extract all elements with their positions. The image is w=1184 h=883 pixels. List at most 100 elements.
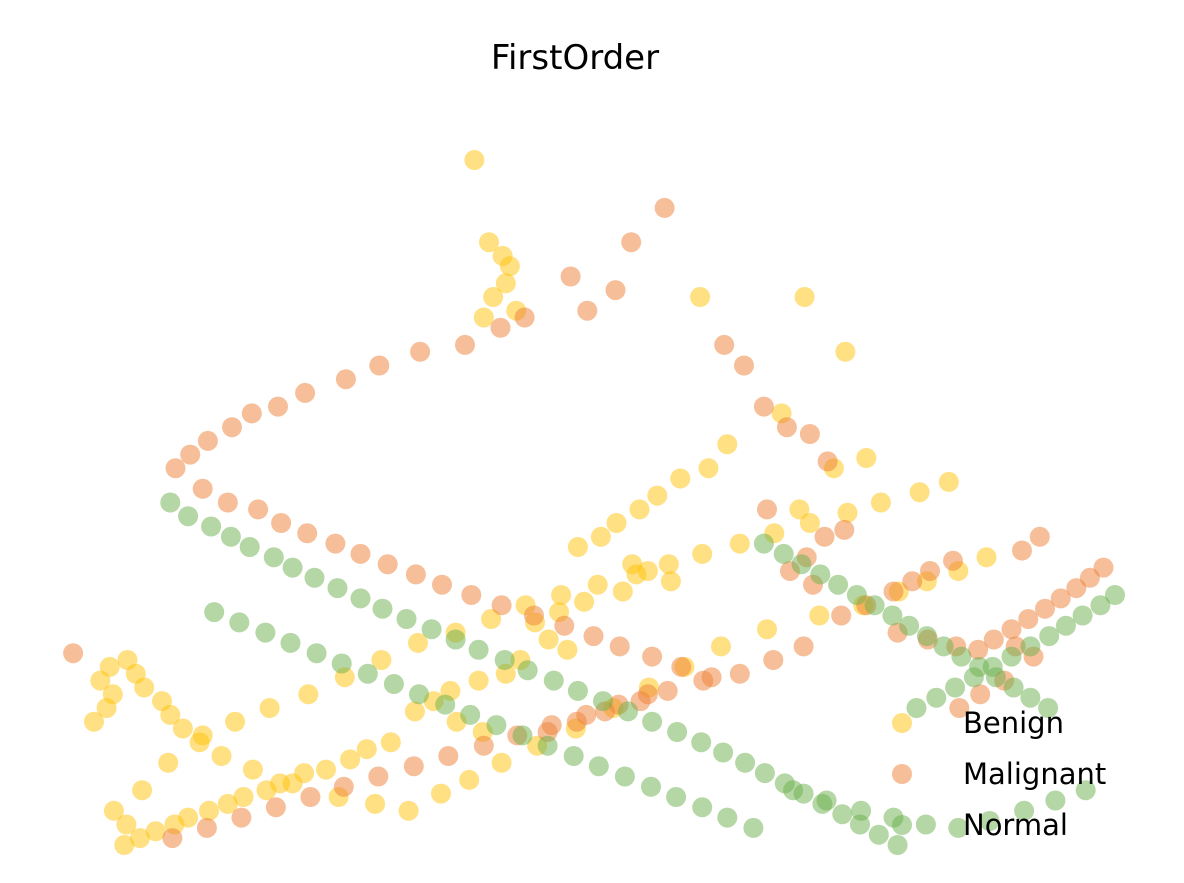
normal-point xyxy=(868,824,889,845)
benign-point xyxy=(134,677,155,698)
normal-point xyxy=(1072,605,1093,626)
normal-point xyxy=(713,742,734,763)
benign-point xyxy=(103,800,124,821)
normal-point xyxy=(1055,615,1076,636)
malignant-point xyxy=(405,564,426,585)
malignant-point xyxy=(325,533,346,554)
normal-point xyxy=(783,780,804,801)
normal-point xyxy=(512,725,533,746)
malignant-point xyxy=(817,451,838,472)
malignant-point xyxy=(983,629,1004,650)
benign-point xyxy=(132,780,153,801)
benign-point xyxy=(468,670,489,691)
malignant-point xyxy=(757,499,777,520)
benign-point xyxy=(217,793,238,814)
normal-point xyxy=(846,585,867,605)
malignant-point xyxy=(920,561,940,581)
benign-point xyxy=(557,639,578,660)
benign-point xyxy=(626,564,647,585)
normal-point xyxy=(1045,790,1066,811)
normal-point xyxy=(421,619,442,640)
malignant-point xyxy=(1012,540,1032,561)
malignant-point xyxy=(1093,557,1114,578)
benign-point xyxy=(298,684,319,705)
normal-point xyxy=(588,756,609,777)
normal-point xyxy=(563,746,584,766)
malignant-point xyxy=(231,807,252,828)
benign-point xyxy=(145,821,166,842)
benign-point xyxy=(670,468,691,489)
normal-point xyxy=(832,804,853,825)
benign-point xyxy=(211,746,232,766)
normal-point xyxy=(327,578,348,599)
malignant-point xyxy=(902,571,923,592)
benign-point xyxy=(717,434,738,455)
benign-point xyxy=(316,759,336,780)
normal-point xyxy=(735,752,756,773)
normal-point xyxy=(933,636,954,657)
malignant-point xyxy=(1035,598,1055,619)
normal-point xyxy=(255,622,276,643)
normal-point xyxy=(945,677,966,698)
benign-point xyxy=(711,636,731,657)
normal-point xyxy=(666,787,687,807)
benign-point xyxy=(365,793,386,814)
benign-point xyxy=(192,725,213,746)
benign-point xyxy=(690,287,711,307)
normal-point xyxy=(567,680,588,701)
malignant-point xyxy=(1079,567,1100,588)
benign-point xyxy=(698,458,719,479)
benign-point xyxy=(259,698,280,718)
benign-point xyxy=(587,574,608,595)
normal-point xyxy=(753,533,774,554)
benign-point xyxy=(481,609,502,629)
malignant-point xyxy=(657,680,678,701)
benign-point xyxy=(499,256,520,277)
malignant-point xyxy=(473,735,494,756)
malignant-point xyxy=(491,595,512,616)
normal-point xyxy=(614,766,635,787)
normal-point xyxy=(642,711,663,732)
normal-point xyxy=(280,632,301,653)
normal-point xyxy=(372,598,393,619)
benign-point xyxy=(242,759,263,780)
normal-point xyxy=(1020,687,1041,708)
normal-point xyxy=(851,800,872,821)
benign-point xyxy=(660,571,681,592)
malignant-point xyxy=(241,403,262,424)
malignant-point xyxy=(949,698,970,718)
normal-point xyxy=(864,595,885,616)
normal-point xyxy=(926,687,947,708)
normal-point xyxy=(445,629,466,650)
normal-point xyxy=(306,643,327,664)
benign-point xyxy=(809,605,830,626)
normal-point xyxy=(282,557,303,578)
benign-point xyxy=(340,749,361,770)
normal-point xyxy=(304,567,325,588)
malignant-point xyxy=(834,519,855,540)
malignant-point xyxy=(583,626,604,647)
normal-point xyxy=(331,653,352,674)
normal-point xyxy=(263,547,284,568)
normal-point xyxy=(204,602,225,623)
malignant-point xyxy=(490,317,511,338)
malignant-point xyxy=(217,492,238,513)
normal-point xyxy=(816,790,837,811)
normal-point xyxy=(1001,646,1022,667)
benign-point xyxy=(116,814,137,835)
malignant-point xyxy=(654,197,675,218)
benign-point xyxy=(606,513,627,533)
malignant-point xyxy=(605,280,626,301)
malignant-point xyxy=(248,499,269,520)
normal-point xyxy=(409,684,429,705)
malignant-point xyxy=(799,424,820,444)
benign-point xyxy=(729,533,750,554)
normal-point xyxy=(791,554,812,575)
normal-point xyxy=(691,732,712,753)
malignant-point xyxy=(333,776,354,797)
benign-point xyxy=(114,835,135,855)
malignant-point xyxy=(455,334,475,355)
malignant-point xyxy=(271,513,292,533)
legend-label-benign: Benign xyxy=(963,706,1064,740)
